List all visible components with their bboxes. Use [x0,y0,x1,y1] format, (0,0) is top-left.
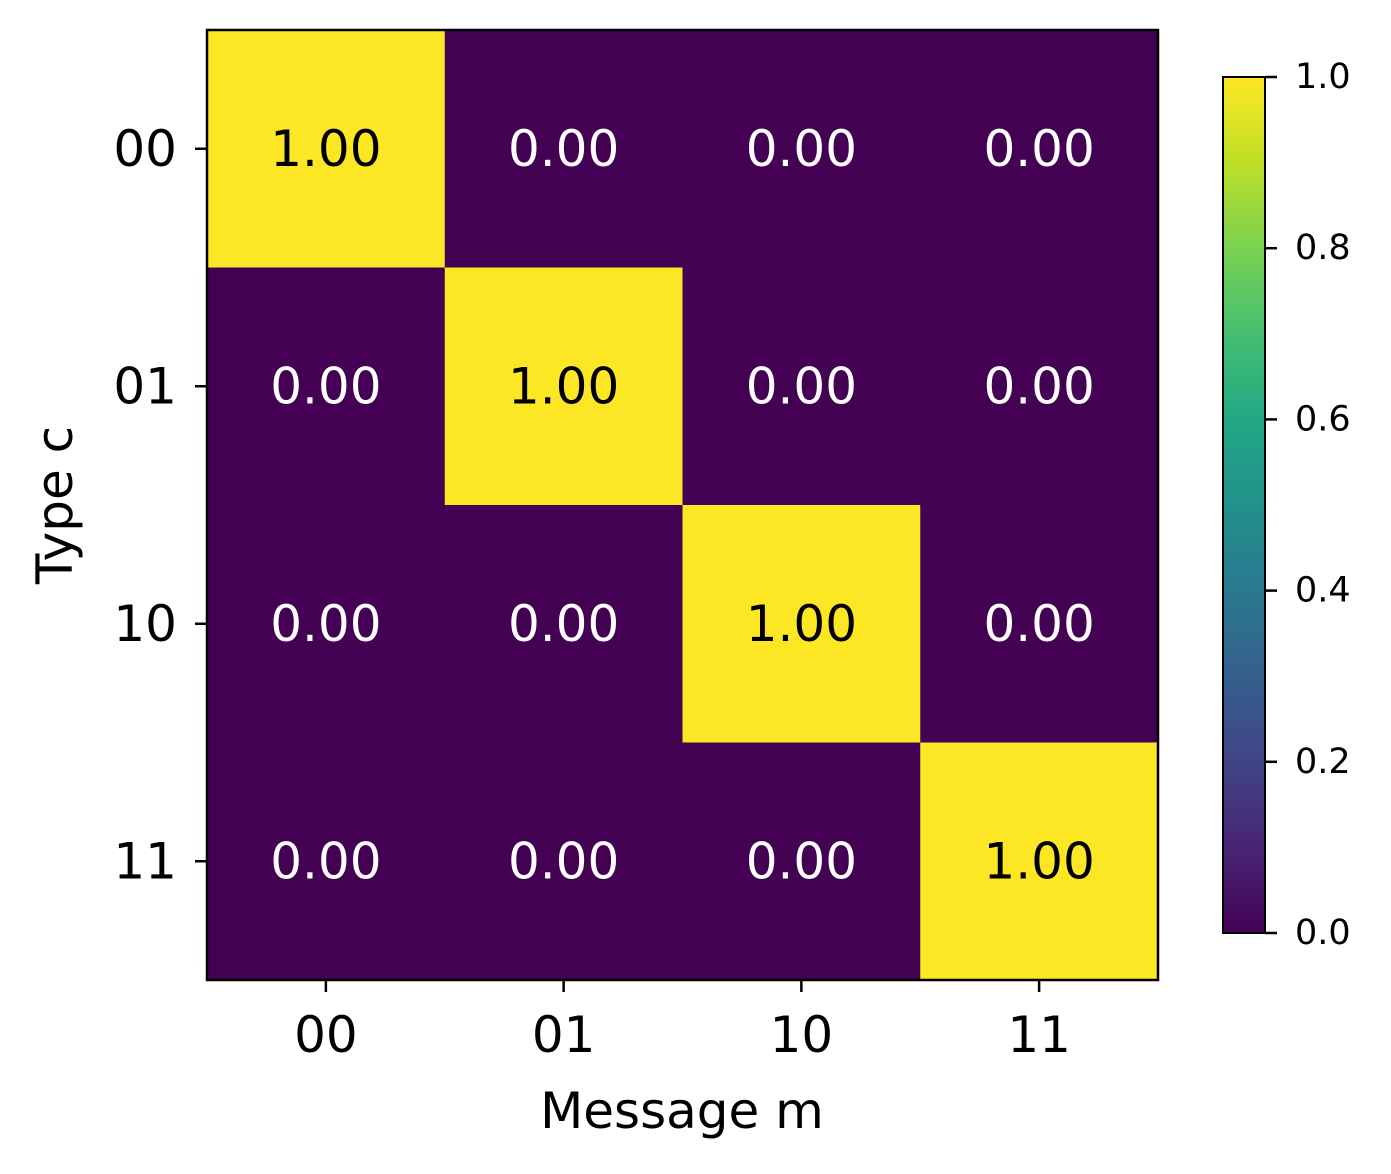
heatmap-cell-label: 0.00 [746,832,857,890]
heatmap-cell-label: 0.00 [746,357,857,415]
x-tick-label: 00 [294,1006,358,1064]
x-tick-label: 01 [532,1006,596,1064]
heatmap-cells [207,30,1159,981]
heatmap-cell-label: 0.00 [983,595,1094,653]
heatmap-cell [920,267,1159,506]
heatmap-cell-label: 0.00 [983,357,1094,415]
y-axis-ticks: 00 01 10 11 [113,120,207,890]
colorbar-tick-label: 0.2 [1295,742,1351,782]
heatmap-cell [920,742,1159,981]
colorbar-tick-label: 1.0 [1295,57,1351,97]
heatmap-cell-label: 0.00 [270,595,381,653]
y-tick-label: 10 [113,595,177,653]
heatmap-cell-label: 1.00 [508,357,619,415]
heatmap-cell [207,267,446,506]
heatmap-cell [682,30,921,268]
heatmap-cell [682,742,921,981]
heatmap-cell-label: 0.00 [270,357,381,415]
heatmap-cell-label: 0.00 [746,120,857,178]
colorbar-tick-label: 0.0 [1295,913,1351,953]
x-axis-ticks: 00 01 10 11 [294,980,1071,1064]
heatmap-cell-label: 1.00 [746,595,857,653]
heatmap-cell [444,267,683,506]
heatmap-cell [682,505,921,743]
heatmap-cell-label: 0.00 [508,595,619,653]
heatmap-cell-label: 0.00 [983,120,1094,178]
heatmap-cell-label: 1.00 [270,120,381,178]
heatmap-cell [444,505,683,743]
heatmap-cell-labels: 1.00 0.00 0.00 0.00 0.00 1.00 0.00 0.00 0.00 0.00… [270,120,1095,891]
y-tick-label: 11 [113,832,177,890]
colorbar-ticks: 0.0 0.2 0.4 0.6 0.8 1.0 [1265,57,1351,953]
heatmap-cell [920,30,1159,268]
plot-frame [205,28,1160,982]
heatmap-cell [920,505,1159,743]
heatmap-cell [207,742,446,981]
heatmap-cell [444,30,683,268]
y-tick-label: 01 [113,357,177,415]
colorbar-tick-label: 0.6 [1295,399,1351,439]
colorbar-tick-label: 0.4 [1295,571,1351,611]
x-tick-label: 11 [1007,1006,1071,1064]
heatmap-cell-label: 0.00 [508,832,619,890]
heatmap-cell-label: 0.00 [508,120,619,178]
x-tick-label: 10 [770,1006,834,1064]
colorbar [1222,76,1266,934]
heatmap-cell [444,742,683,981]
colorbar-tick-label: 0.8 [1295,228,1351,268]
heatmap-cell [207,30,446,268]
y-tick-label: 00 [113,120,177,178]
heatmap-cell [682,267,921,506]
heatmap-cell-label: 1.00 [983,832,1094,890]
y-axis-label: Type c [26,426,84,585]
heatmap-cell-label: 0.00 [270,832,381,890]
heatmap-cell [207,505,446,743]
x-axis-label: Message m [540,1082,824,1140]
